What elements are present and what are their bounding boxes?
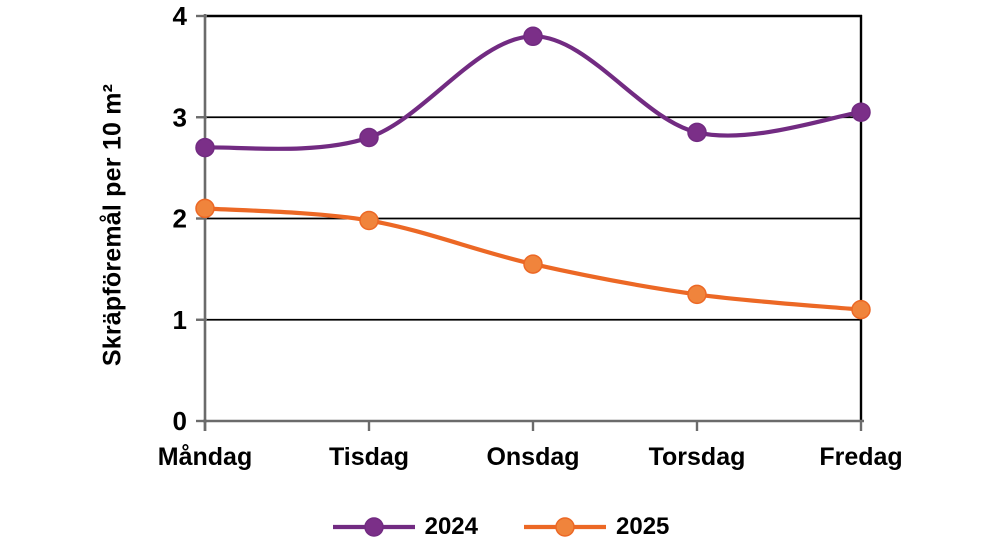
data-point-2025-4 bbox=[687, 284, 707, 305]
data-point-2024-5 bbox=[851, 102, 871, 122]
data-point-2024-4 bbox=[687, 122, 707, 143]
data-point-2024-1 bbox=[195, 137, 215, 158]
data-point-2025-3 bbox=[523, 254, 543, 274]
x-axis-label-2: Tisdag bbox=[329, 443, 409, 471]
x-axis-label-5: Fredag bbox=[819, 443, 902, 471]
y-tick-label: 4 bbox=[173, 1, 188, 31]
data-point-2025-2 bbox=[359, 210, 379, 231]
data-point-2025-1 bbox=[195, 198, 215, 219]
y-tick-label: 3 bbox=[173, 102, 187, 132]
data-point-2025-5 bbox=[851, 299, 871, 320]
y-axis-title: Skräpföremål per 10 m² bbox=[98, 83, 127, 367]
x-axis-label-4: Torsdag bbox=[649, 443, 746, 471]
x-axis-label-1: Måndag bbox=[158, 443, 252, 471]
legend-item-2025: 2025 bbox=[522, 515, 669, 539]
legend: 2024 2025 bbox=[0, 508, 1000, 546]
data-point-2024-3 bbox=[523, 26, 543, 47]
x-axis-label-3: Onsdag bbox=[486, 443, 579, 471]
series-line-2024 bbox=[202, 34, 864, 151]
y-tick-label: 1 bbox=[173, 305, 187, 335]
y-tick-label: 0 bbox=[173, 406, 187, 436]
legend-marker-2025 bbox=[524, 517, 606, 537]
legend-label-2025: 2025 bbox=[616, 513, 670, 540]
y-tick-label: 2 bbox=[173, 204, 187, 234]
legend-dot-sample bbox=[555, 517, 575, 537]
legend-marker-2024 bbox=[332, 517, 415, 537]
legend-label-2024: 2024 bbox=[424, 513, 478, 540]
legend-dot-sample bbox=[363, 517, 384, 537]
legend-item-2024: 2024 bbox=[331, 515, 478, 539]
data-point-2024-2 bbox=[359, 127, 379, 148]
